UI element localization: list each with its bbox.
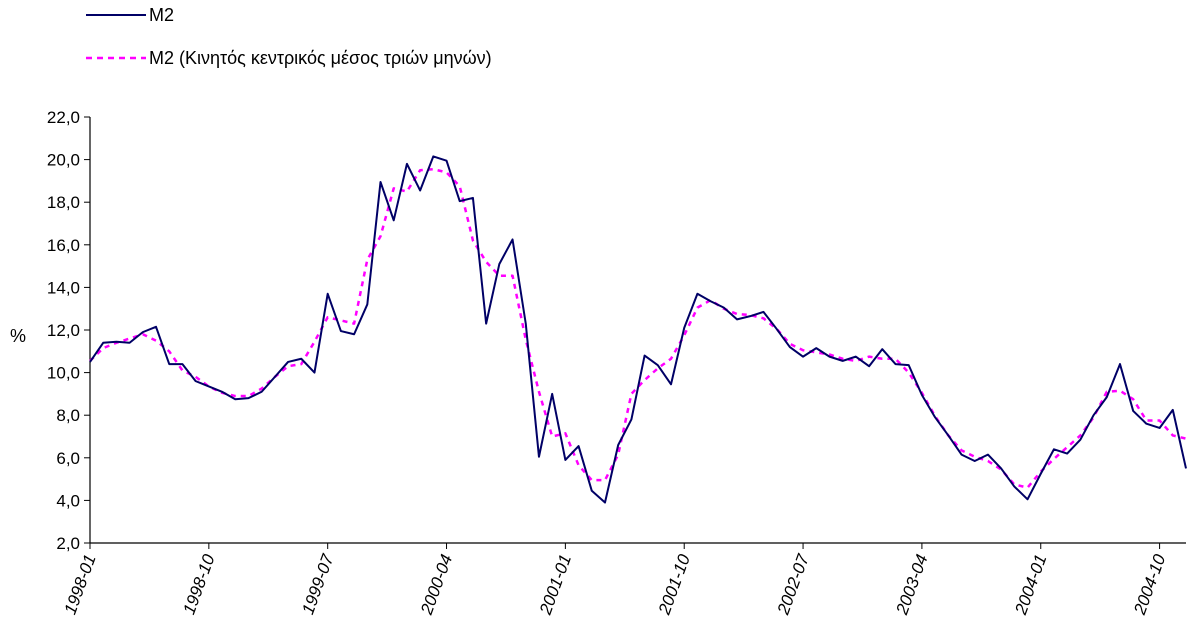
x-tick-label: 1998-10 xyxy=(179,551,218,617)
x-tick-label: 2004-01 xyxy=(1011,552,1051,618)
legend: M2 M2 (Κινητός κεντρικός μέσος τριών μην… xyxy=(86,5,492,68)
x-tick-label: 2001-10 xyxy=(654,551,694,618)
y-tick-label: 16,0 xyxy=(47,236,80,255)
series-line-m2 xyxy=(89,155,1187,504)
series-line-m2-moving-average xyxy=(89,167,1187,489)
x-tick-label: 2003-04 xyxy=(892,552,932,618)
legend-label-m2: M2 xyxy=(149,5,174,25)
x-tick-label: 2001-01 xyxy=(536,552,576,618)
legend-label-m2-moving-average: M2 (Κινητός κεντρικός μέσος τριών μηνών) xyxy=(149,48,492,68)
y-tick-label: 6,0 xyxy=(56,449,80,468)
y-tick-label: 10,0 xyxy=(47,364,80,383)
y-tick-label: 4,0 xyxy=(56,491,80,510)
x-tick-label: 2000-04 xyxy=(417,552,457,618)
x-tick-label: 1998-01 xyxy=(61,552,100,617)
x-tick-label: 1999-07 xyxy=(298,551,337,617)
y-tick-label: 18,0 xyxy=(47,193,80,212)
y-tick-label: 14,0 xyxy=(47,278,80,297)
axes xyxy=(89,117,1186,544)
y-tick-label: 2,0 xyxy=(56,534,80,553)
y-axis-label: % xyxy=(10,326,26,346)
x-axis-ticks: 1998-01 1998-10 1999-07 2000-04 2001-01 2001-… xyxy=(61,543,1170,618)
y-tick-label: 20,0 xyxy=(47,151,80,170)
y-tick-label: 8,0 xyxy=(56,406,80,425)
y-axis-ticks: 2,0 4,0 6,0 8,0 10,0 12,0 14,0 16,0 18,0 20,0 22,0 xyxy=(47,108,90,553)
x-tick-label: 2002-07 xyxy=(773,551,813,618)
y-tick-label: 22,0 xyxy=(47,108,80,127)
x-tick-label: 2004-10 xyxy=(1130,551,1170,618)
y-tick-label: 12,0 xyxy=(47,321,80,340)
plot-series xyxy=(89,155,1187,504)
